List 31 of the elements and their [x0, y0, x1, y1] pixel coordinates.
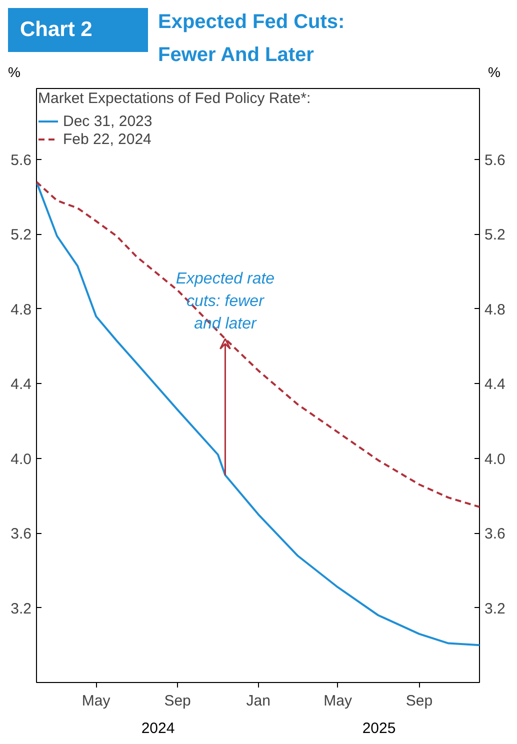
y-tick-label: 4.8: [10, 301, 32, 318]
y2-tick-label: 5.6: [484, 152, 506, 169]
y2-tick-label: 4.8: [484, 301, 506, 318]
caption: Chart 2: [8, 8, 148, 52]
y-tick-label: 4.4: [10, 376, 32, 394]
chart-title: Expected Fed Cuts: Fewer And Later: [158, 10, 345, 68]
y-tick-label: 5.2: [10, 226, 32, 244]
text: 2024: [140, 719, 176, 739]
x-tick-label: May: [82, 692, 111, 710]
y2-tick-label: 5.2: [484, 226, 506, 244]
line-series: [36, 180, 480, 508]
y-axis-title: %: [8, 63, 20, 82]
y2-axis-title: %: [488, 63, 500, 82]
y-tick-label: 3.2: [10, 600, 32, 618]
x-tick-label: Jan: [246, 692, 270, 710]
legend-title: Market Expectations of Fed Policy Rate*:: [38, 90, 311, 107]
line-series: [36, 180, 480, 646]
annotation: Expected rate cuts: fewer and later: [176, 270, 275, 332]
y2-tick-label: 4.4: [484, 376, 506, 394]
y-tick-label: 3.6: [10, 526, 32, 543]
y2-tick-label: 3.6: [484, 526, 506, 543]
y-tick-label: 5.6: [10, 152, 32, 169]
x-tick-label: May: [324, 692, 352, 710]
y2-tick-label: 4.0: [484, 450, 506, 468]
y2-tick-label: 3.2: [484, 600, 506, 618]
x-tick-label: Sep: [406, 692, 433, 710]
text: 2025: [361, 719, 397, 739]
y-tick-label: 4.0: [10, 450, 32, 468]
x-tick-label: Sep: [164, 692, 191, 710]
legend-label: Dec 31, 2023: [63, 112, 152, 130]
legend-label: Feb 22, 2024: [63, 130, 152, 148]
